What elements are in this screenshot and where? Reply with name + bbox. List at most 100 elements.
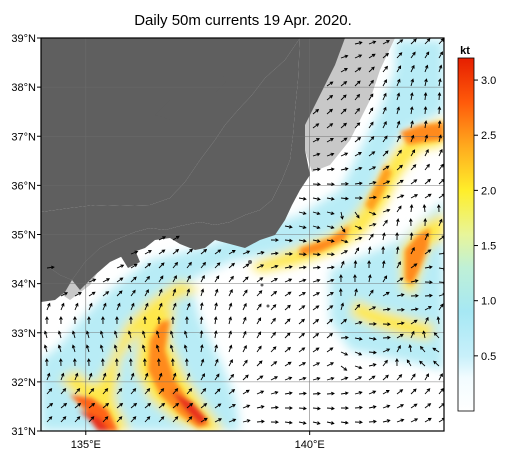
current-arrow	[57, 344, 62, 353]
current-arrow	[396, 179, 404, 185]
current-arrow	[382, 208, 391, 213]
current-arrow	[312, 278, 321, 283]
current-arrow	[88, 372, 93, 381]
current-arrow	[438, 373, 443, 381]
current-arrow	[424, 265, 433, 269]
current-arrow	[406, 359, 412, 367]
current-arrow	[270, 264, 279, 269]
current-arrow	[73, 316, 77, 325]
current-arrow	[74, 416, 81, 423]
lat-tick-label: 31°N	[11, 426, 36, 438]
current-arrow	[158, 236, 167, 241]
lat-tick-label: 35°N	[11, 230, 36, 242]
current-arrow	[88, 402, 96, 409]
current-arrow	[298, 278, 307, 283]
current-arrow	[396, 194, 405, 199]
current-arrow	[116, 302, 121, 311]
current-arrow	[326, 182, 335, 187]
current-arrow	[186, 372, 191, 381]
current-arrow	[368, 121, 374, 129]
current-arrow	[242, 330, 247, 339]
current-arrow	[410, 64, 415, 73]
current-arrow	[214, 302, 218, 311]
current-arrow	[242, 419, 251, 423]
current-arrow	[172, 248, 180, 255]
current-arrow	[46, 265, 55, 270]
current-arrow	[354, 211, 360, 219]
current-arrow	[340, 250, 349, 255]
current-arrow	[298, 225, 307, 229]
current-arrow	[284, 346, 291, 353]
current-arrow	[437, 92, 442, 101]
graticule	[41, 38, 444, 431]
current-arrow	[326, 347, 334, 353]
current-arrow	[395, 246, 400, 255]
current-arrow	[183, 344, 188, 353]
current-arrow	[298, 347, 306, 353]
current-arrow	[354, 420, 363, 425]
current-arrow	[410, 164, 417, 171]
current-arrow	[340, 80, 348, 87]
current-arrow	[74, 372, 79, 381]
current-arrow	[382, 275, 388, 283]
current-arrow	[438, 134, 442, 143]
current-arrow	[158, 372, 163, 381]
current-arrow	[155, 330, 160, 339]
current-arrow	[270, 290, 278, 297]
current-arrow	[256, 360, 263, 367]
current-arrow	[144, 263, 152, 269]
current-arrow	[172, 261, 179, 269]
current-arrow	[423, 120, 428, 129]
current-arrow	[423, 92, 428, 101]
current-arrow	[396, 261, 401, 269]
lat-tick-label: 32°N	[11, 377, 36, 389]
current-arrow	[284, 265, 293, 269]
current-arrow	[382, 348, 391, 353]
current-arrow	[74, 302, 79, 311]
current-arrow	[354, 288, 358, 297]
current-arrow	[242, 263, 250, 269]
current-arrow	[424, 306, 432, 311]
current-arrow	[368, 306, 377, 311]
current-arrow	[213, 316, 218, 325]
current-arrow	[200, 248, 208, 255]
lat-tick-label: 37°N	[11, 131, 36, 143]
current-arrow	[312, 252, 321, 257]
current-arrow	[284, 238, 293, 243]
current-arrow	[298, 318, 306, 325]
current-arrow	[158, 302, 163, 311]
current-arrow	[437, 120, 442, 129]
current-arrow	[410, 38, 417, 45]
current-arrow	[130, 263, 138, 269]
current-arrow	[382, 65, 388, 73]
current-arrow	[144, 289, 149, 297]
current-arrow	[326, 81, 334, 87]
current-arrow	[410, 319, 418, 325]
current-arrow	[312, 138, 320, 143]
current-arrow	[419, 345, 426, 353]
current-arrow	[424, 38, 431, 45]
current-arrow	[127, 344, 132, 353]
current-arrow	[88, 416, 95, 423]
current-arrow	[284, 304, 291, 311]
lat-tick-label: 34°N	[11, 279, 36, 291]
current-arrow	[312, 265, 321, 270]
current-arrow	[410, 149, 416, 157]
current-arrow	[368, 211, 377, 216]
current-arrow	[340, 376, 349, 381]
current-arrow	[242, 276, 249, 283]
current-arrow	[88, 302, 93, 311]
current-arrow	[214, 275, 220, 283]
current-arrow	[410, 293, 419, 298]
current-arrow	[256, 264, 265, 269]
current-arrow	[270, 361, 278, 367]
current-arrow	[423, 106, 428, 115]
current-arrow	[116, 387, 123, 395]
current-arrow	[200, 344, 204, 353]
current-arrow	[410, 246, 415, 255]
current-arrow	[410, 263, 418, 269]
current-arrow	[99, 330, 104, 339]
current-arrow	[113, 330, 118, 339]
colorbar-ramp	[457, 57, 475, 412]
current-arrow	[130, 289, 136, 297]
